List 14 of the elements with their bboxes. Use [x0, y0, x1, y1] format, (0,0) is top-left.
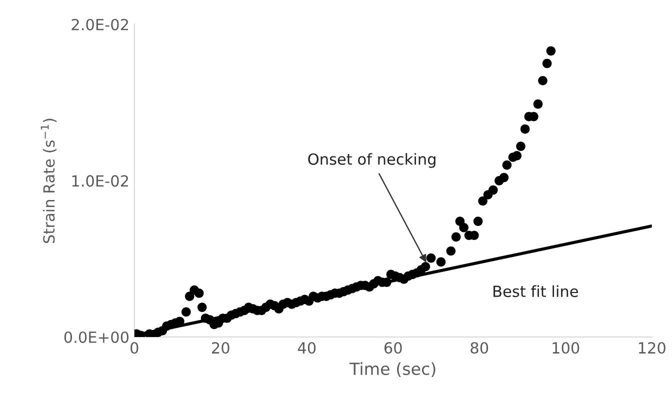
x-axis-title: Time (sec) — [349, 362, 436, 378]
x-tick-label: 80 — [470, 342, 488, 354]
annotation: Onset of necking — [308, 153, 436, 168]
y-axis-title: Strain Rate (s$^{−1}$) — [40, 118, 57, 243]
y-tick-label: 0.0E+00 — [64, 331, 129, 343]
y-tick-label: 2.0E-02 — [72, 18, 128, 30]
x-tick-label: 60 — [384, 342, 402, 354]
x-tick-label: 120 — [638, 342, 666, 354]
x-tick-label: 40 — [298, 342, 316, 354]
annotation: Best fit line — [494, 285, 578, 298]
x-tick-label: 0 — [130, 342, 138, 354]
y-tick-label: 1.0E-02 — [72, 175, 128, 187]
x-tick-label: 20 — [212, 342, 230, 354]
x-tick-label: 100 — [552, 342, 580, 354]
